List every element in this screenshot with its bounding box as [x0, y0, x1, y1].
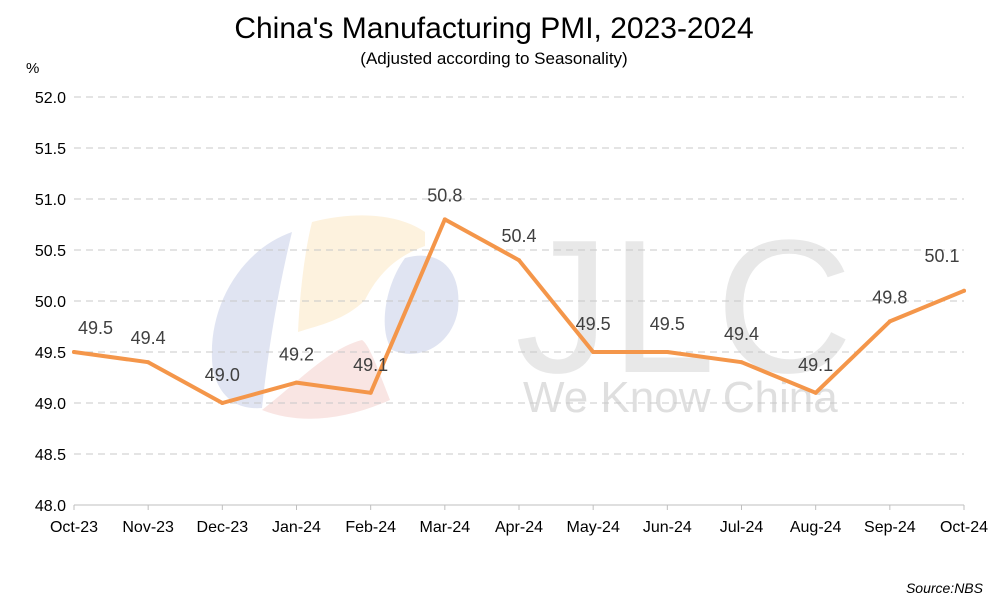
watermark-big-text: JLC: [515, 201, 853, 413]
x-tick-label: Oct-24: [940, 519, 988, 536]
data-label: 49.1: [798, 355, 833, 375]
data-point: [442, 217, 447, 222]
data-point: [665, 350, 670, 354]
series-pmi: [72, 217, 966, 405]
y-axis-unit-label: %: [26, 60, 39, 77]
x-tick-label: Sep-24: [864, 519, 916, 536]
data-label: 50.4: [501, 226, 536, 246]
data-label: 49.4: [131, 328, 166, 348]
data-point: [368, 390, 373, 395]
x-axis-ticks: Oct-23 Nov-23 Dec-23 Jan-24 Feb-24 Mar-24 Apr-…: [50, 504, 988, 536]
y-tick-label: 49.0: [35, 396, 66, 413]
y-tick-label: 52.0: [35, 90, 66, 107]
data-point: [813, 390, 818, 395]
data-point: [517, 258, 521, 263]
x-tick-label: May-24: [566, 519, 619, 536]
data-label: 49.8: [872, 287, 907, 307]
data-point: [739, 360, 744, 365]
data-point: [220, 401, 225, 405]
data-point: [887, 319, 892, 324]
data-label: 49.5: [78, 318, 113, 338]
chart-title: China's Manufacturing PMI, 2023-2024: [234, 12, 753, 45]
data-point: [294, 380, 299, 385]
data-point: [962, 288, 966, 293]
x-tick-label: Feb-24: [345, 519, 396, 536]
x-tick-label: Dec-23: [197, 519, 249, 536]
data-label: 49.5: [650, 314, 685, 334]
data-label: 49.0: [205, 365, 240, 385]
gridlines: [74, 96, 964, 455]
source-note: Source:NBS: [906, 580, 984, 596]
data-labels: 49.5 49.4 49.0 49.2 49.1 50.8 50.4 49.5 49.5 49.4…: [78, 185, 960, 385]
data-label: 49.1: [353, 355, 388, 375]
x-tick-label: Apr-24: [495, 519, 543, 536]
data-label: 49.5: [576, 314, 611, 334]
y-tick-label: 48.5: [35, 447, 66, 464]
watermark-pink-shape: [262, 340, 390, 419]
y-tick-label: 50.5: [35, 243, 66, 260]
x-tick-label: Mar-24: [419, 519, 470, 536]
x-tick-label: Nov-23: [122, 519, 174, 536]
x-tick-label: Jan-24: [272, 519, 321, 536]
x-tick-label: Jun-24: [643, 519, 692, 536]
y-axis-ticks: 48.0 48.5 49.0 49.5 50.0 50.5 51.0 51.5 52.0: [35, 90, 66, 515]
chart-subtitle: (Adjusted according to Seasonality): [360, 49, 627, 68]
y-tick-label: 49.5: [35, 345, 66, 362]
x-tick-label: Oct-23: [50, 519, 98, 536]
data-point: [146, 360, 151, 365]
data-label: 50.8: [427, 185, 462, 205]
watermark-logo: JLC We Know China: [211, 201, 853, 422]
y-tick-label: 51.0: [35, 192, 66, 209]
data-point: [591, 350, 596, 354]
x-tick-label: Jul-24: [720, 519, 764, 536]
data-label: 49.4: [724, 324, 759, 344]
y-tick-label: 50.0: [35, 294, 66, 311]
watermark-small-text: We Know China: [523, 373, 838, 422]
data-point: [72, 350, 76, 354]
watermark-blue-shape: [211, 232, 292, 409]
y-tick-label: 48.0: [35, 498, 66, 515]
watermark-blue-small-shape: [384, 255, 459, 354]
data-label: 50.1: [924, 246, 959, 266]
data-label: 49.2: [279, 345, 314, 365]
y-tick-label: 51.5: [35, 141, 66, 158]
x-tick-label: Aug-24: [790, 519, 842, 536]
watermark-yellow-shape: [298, 215, 425, 332]
